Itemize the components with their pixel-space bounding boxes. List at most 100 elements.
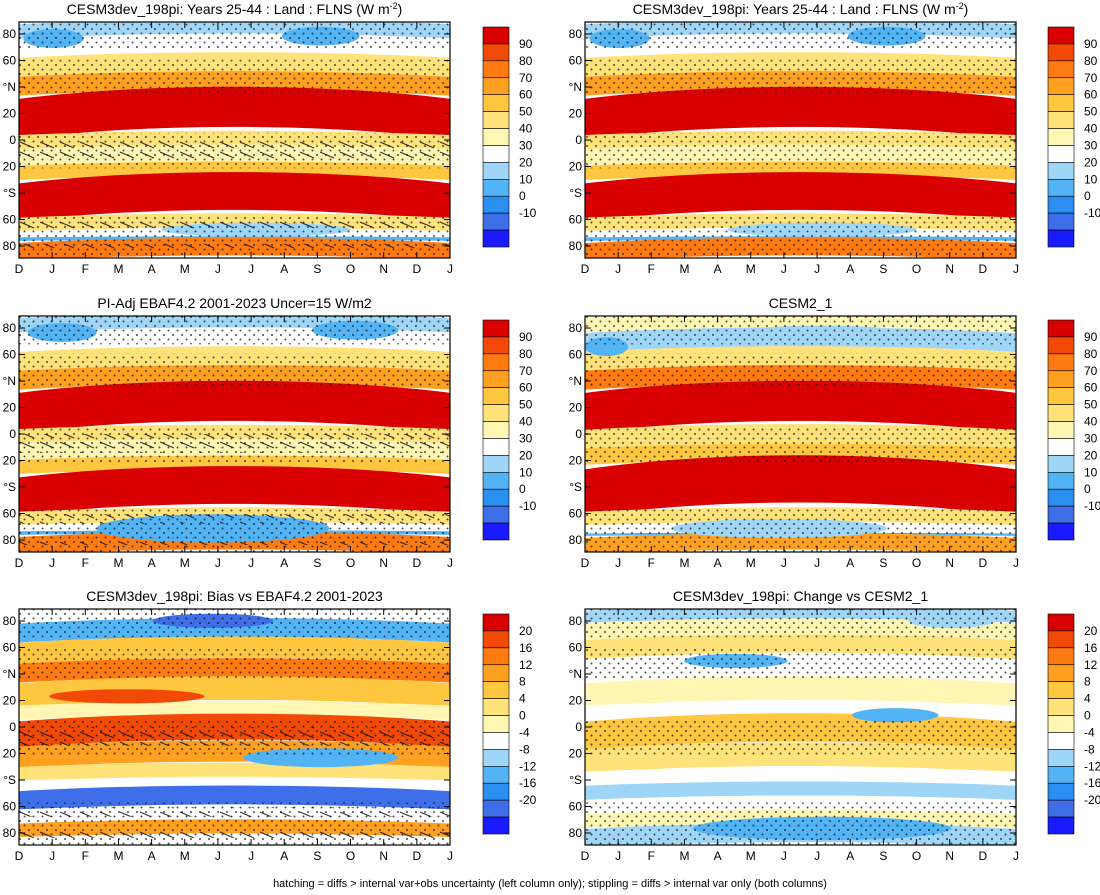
colorbar-label: -12 xyxy=(519,759,537,773)
x-tick-label: S xyxy=(879,556,887,570)
x-tick-label: O xyxy=(346,556,355,570)
colorbar-swatch xyxy=(482,212,510,231)
x-tick-label: A xyxy=(280,262,288,276)
colorbar-label: 70 xyxy=(1084,364,1098,378)
colorbar-swatch xyxy=(1047,816,1075,835)
y-tick-label: 0 xyxy=(9,427,16,441)
panel-5: CESM3dev_198pi: Bias vs EBAF4.2 2001-202… xyxy=(3,588,537,863)
y-tick-label: 80 xyxy=(3,533,17,547)
colorbar-swatch xyxy=(482,698,510,716)
x-tick-label: S xyxy=(313,849,321,863)
colorbar-label: -12 xyxy=(1084,759,1100,773)
y-tick-label: 20 xyxy=(569,747,583,761)
stipple-region xyxy=(585,22,1016,51)
y-tick-label: 20 xyxy=(569,454,583,468)
colorbar-label: 90 xyxy=(1084,330,1098,344)
x-tick-label: D xyxy=(581,556,590,570)
panel-6: CESM3dev_198pi: Change vs CESM2_18060°N2… xyxy=(569,588,1100,863)
x-tick-label: J xyxy=(814,849,820,863)
y-tick-label: 60 xyxy=(3,348,17,362)
colorbar-swatch xyxy=(482,613,510,632)
colorbar-swatch xyxy=(1047,162,1075,180)
colorbar-swatch xyxy=(1047,336,1075,355)
x-tick-label: J xyxy=(248,849,254,863)
x-tick-label: J xyxy=(215,262,221,276)
y-tick-label: 80 xyxy=(3,614,17,628)
colorbar-label: -8 xyxy=(1084,742,1095,756)
x-tick-label: M xyxy=(679,556,689,570)
colorbar-swatch xyxy=(482,505,510,524)
colorbar-swatch xyxy=(1047,387,1075,405)
colorbar-swatch xyxy=(482,128,510,146)
colorbar-swatch xyxy=(1047,488,1075,507)
hatch-region xyxy=(19,537,450,545)
colorbar-label: -16 xyxy=(1084,776,1100,790)
x-tick-label: D xyxy=(413,262,422,276)
colorbar-swatch xyxy=(482,732,510,750)
y-tick-label: °S xyxy=(569,186,582,200)
y-tick-label: °N xyxy=(569,667,582,681)
y-tick-label: 80 xyxy=(569,27,583,41)
x-tick-label: F xyxy=(648,556,655,570)
colorbar-label: 90 xyxy=(519,330,533,344)
x-tick-label: J xyxy=(447,262,453,276)
x-tick-label: J xyxy=(248,262,254,276)
colorbar-swatch xyxy=(1047,145,1075,163)
colorbar-swatch xyxy=(482,370,510,388)
y-tick-label: 60 xyxy=(3,641,17,655)
x-tick-label: A xyxy=(148,262,156,276)
colorbar-swatch xyxy=(1047,421,1075,439)
y-tick-label: 80 xyxy=(569,533,583,547)
x-tick-label: A xyxy=(846,262,854,276)
x-tick-label: D xyxy=(413,849,422,863)
contour-band xyxy=(585,455,1016,517)
colorbar-swatch xyxy=(482,799,510,818)
colorbar-label: 16 xyxy=(1084,641,1098,655)
panel-4: CESM2_1 80 60 °N 20 0 20 °S 60 80 D J F M A M J J A S O N D J 90… xyxy=(569,295,1100,570)
y-tick-label: 60 xyxy=(569,348,583,362)
colorbar-swatch xyxy=(482,229,510,248)
colorbar-label: 80 xyxy=(519,347,533,361)
y-tick-label: 20 xyxy=(569,694,583,708)
x-tick-label: M xyxy=(180,556,190,570)
colorbar-label: 16 xyxy=(519,641,533,655)
colorbar-label: 70 xyxy=(1084,71,1098,85)
colorbar-swatch xyxy=(1047,94,1075,112)
colorbar-label: 60 xyxy=(1084,88,1098,102)
colorbar-swatch xyxy=(1047,212,1075,231)
colorbar-swatch xyxy=(1047,522,1075,541)
colorbar-label: 60 xyxy=(519,381,533,395)
colorbar-label: 20 xyxy=(519,448,533,462)
colorbar-swatch xyxy=(482,353,510,372)
hatch-region xyxy=(19,243,450,251)
colorbar-swatch xyxy=(1047,229,1075,248)
y-tick-label: °S xyxy=(3,773,16,787)
panel-title: CESM3dev_198pi: Years 25-44 : Land : FLN… xyxy=(67,1,403,17)
colorbar-swatch xyxy=(1047,370,1075,388)
x-tick-label: J xyxy=(781,556,787,570)
x-tick-label: D xyxy=(581,262,590,276)
colorbar-label: 0 xyxy=(519,709,526,723)
x-tick-label: F xyxy=(648,849,655,863)
contour-band xyxy=(19,762,450,782)
colorbar-swatch xyxy=(482,162,510,180)
colorbar-label: 50 xyxy=(1084,398,1098,412)
colorbar-swatch xyxy=(1047,319,1075,338)
hatch-region xyxy=(19,140,450,159)
panel-2: CESM3dev_198pi: Years 25-44 : Land : FLN… xyxy=(569,1,1100,276)
colorbar-label: -10 xyxy=(1084,499,1100,513)
x-tick-label: A xyxy=(846,556,854,570)
x-tick-label: J xyxy=(1013,849,1019,863)
panel-title: CESM3dev_198pi: Years 25-44 : Land : FLN… xyxy=(633,1,969,17)
colorbar-swatch xyxy=(482,43,510,62)
colorbar-label: 0 xyxy=(1084,709,1091,723)
colorbar-label: 40 xyxy=(519,122,533,136)
x-tick-label: D xyxy=(979,849,988,863)
x-tick-label: M xyxy=(113,849,123,863)
stipple-region xyxy=(19,646,450,680)
colorbar-label: 10 xyxy=(519,172,533,186)
colorbar-label: 0 xyxy=(1084,482,1091,496)
colorbar-swatch xyxy=(1047,353,1075,372)
y-tick-label: °N xyxy=(3,80,16,94)
colorbar-swatch xyxy=(482,647,510,666)
